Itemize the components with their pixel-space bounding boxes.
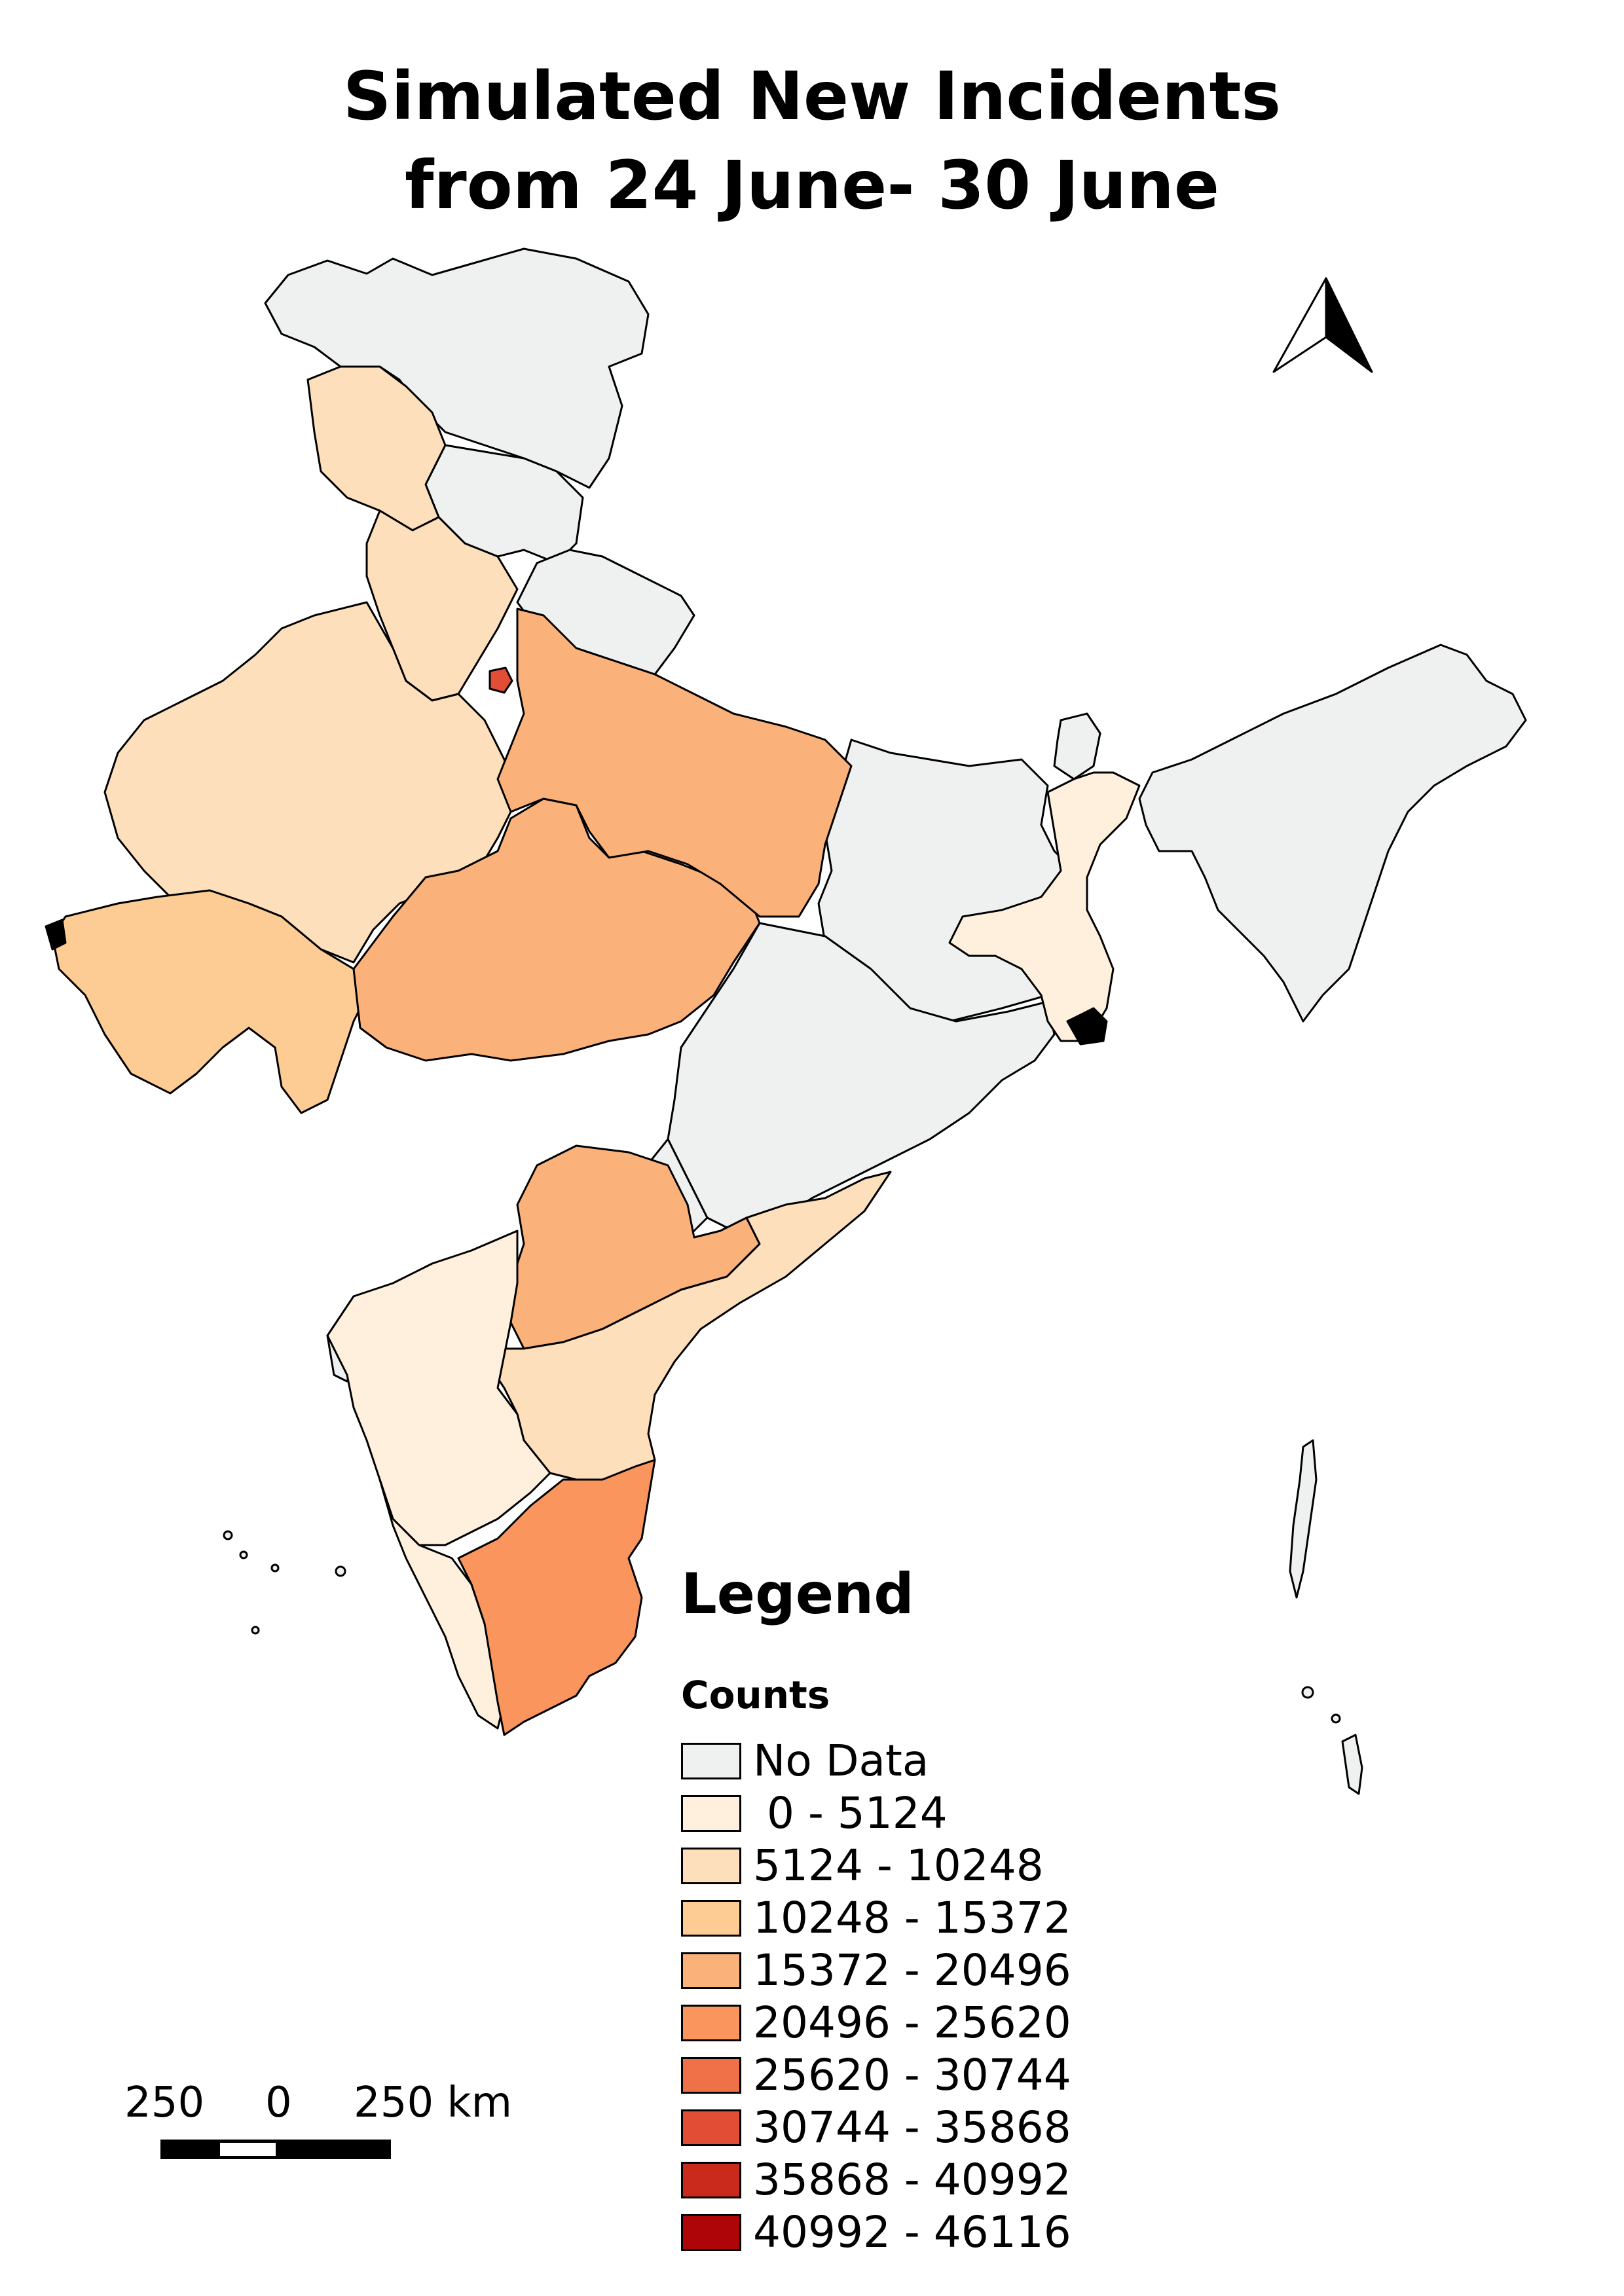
scale-bar <box>160 2140 391 2159</box>
legend-swatch <box>681 2057 741 2094</box>
legend-swatch <box>681 1848 741 1884</box>
region-punjab <box>306 365 447 532</box>
legend-label: 20496 - 25620 <box>753 1997 1071 2048</box>
map-title: Simulated New Incidents from 24 June- 30… <box>0 52 1624 230</box>
legend-swatch <box>681 2005 741 2041</box>
legend-label: 5124 - 10248 <box>753 1840 1044 1891</box>
legend-label: 0 - 5124 <box>753 1788 948 1838</box>
legend-label: 25620 - 30744 <box>753 2050 1071 2100</box>
island-lakshadweep-4 <box>335 1565 346 1577</box>
legend-swatch <box>681 2214 741 2251</box>
region-tamil-nadu <box>457 1459 656 1736</box>
legend-label: 40992 - 46116 <box>753 2207 1071 2257</box>
map-title-line-1: Simulated New Incidents <box>342 58 1282 136</box>
legend-label: 30744 - 35868 <box>753 2102 1071 2153</box>
legend-label: 10248 - 15372 <box>753 1893 1071 1943</box>
scale-right-label: 250 km <box>354 2079 512 2127</box>
region-rajasthan <box>103 601 519 964</box>
region-kutch-coast <box>45 919 67 951</box>
scale-segment-2 <box>219 2143 276 2156</box>
island-nicobar <box>1341 1734 1363 1795</box>
legend-label: 35868 - 40992 <box>753 2155 1071 2205</box>
island-andaman <box>1289 1439 1318 1599</box>
island-small-1 <box>1301 1686 1314 1699</box>
island-lakshadweep-2 <box>239 1550 248 1559</box>
region-sikkim-north-bengal <box>1053 712 1101 780</box>
region-uttar-pradesh <box>496 608 853 918</box>
legend-swatch <box>681 1743 741 1779</box>
scale-left-label: 250 <box>124 2079 205 2127</box>
legend-swatch <box>681 2109 741 2146</box>
scale-segment-4 <box>331 2143 388 2156</box>
scale-segment-1 <box>164 2143 220 2156</box>
island-lakshadweep-5 <box>251 1626 260 1635</box>
scale-segment-3 <box>276 2143 332 2156</box>
north-arrow-icon <box>1272 277 1373 373</box>
region-maharashtra-karnataka <box>326 1230 551 1546</box>
region-gujarat <box>51 889 368 1114</box>
region-delhi <box>489 666 513 694</box>
legend-heading: Legend <box>681 1561 914 1627</box>
legend-swatch <box>681 2162 741 2198</box>
region-west-bengal <box>948 771 1141 1042</box>
legend-label: 15372 - 20496 <box>753 1945 1071 1995</box>
region-sundarbans <box>1066 1007 1108 1046</box>
legend-field: Counts <box>681 1673 830 1717</box>
legend-swatch <box>681 1795 741 1832</box>
region-haryana <box>365 509 519 702</box>
scale-mid-label: 0 <box>265 2079 292 2127</box>
legend-swatch <box>681 1952 741 1989</box>
legend-swatch <box>681 1900 741 1937</box>
region-chhattisgarh-odisha <box>667 922 1056 1232</box>
island-lakshadweep-1 <box>223 1530 233 1540</box>
island-small-2 <box>1331 1713 1341 1724</box>
map-title-line-2: from 24 June- 30 June <box>404 147 1220 225</box>
island-lakshadweep-3 <box>270 1563 280 1573</box>
legend-label: No Data <box>753 1736 929 1786</box>
region-northeast <box>1138 644 1527 1023</box>
